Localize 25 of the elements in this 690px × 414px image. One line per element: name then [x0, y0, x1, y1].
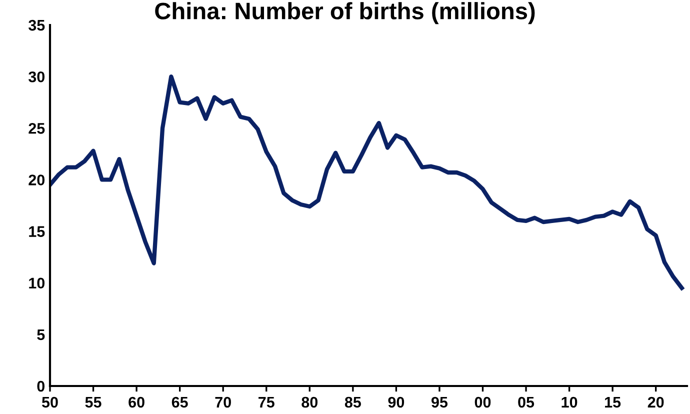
x-tick-label: 80	[302, 396, 318, 408]
x-tick-label: 75	[258, 396, 274, 408]
chart-title: China: Number of births (millions)	[155, 2, 535, 24]
y-tick-label: 20	[28, 174, 45, 186]
line-series	[50, 74, 684, 290]
x-tick-label: 00	[474, 396, 491, 408]
x-tick-label: 70	[215, 396, 231, 408]
x-tick-label: 05	[518, 396, 534, 408]
x-tick-label: 50	[42, 396, 58, 408]
x-tick-label: 85	[344, 396, 361, 408]
y-tick-label: 5	[37, 329, 45, 340]
y-tick-label: 10	[29, 278, 45, 289]
x-tick-label: 60	[128, 396, 144, 408]
x-tick-label: 65	[172, 396, 188, 408]
x-tick-label: 10	[562, 396, 578, 408]
y-tick-label: 25	[28, 123, 45, 134]
x-tick-label: 20	[648, 396, 664, 408]
y-tick-label: 15	[29, 226, 45, 237]
x-tick-label: 90	[388, 396, 404, 408]
y-tick-label: 30	[28, 71, 45, 82]
x-tick-label: 95	[432, 396, 448, 408]
x-tick-label: 55	[85, 396, 102, 408]
y-tick-label: 0	[37, 380, 45, 392]
y-tick-label: 35	[28, 20, 45, 31]
x-tick-label: 15	[605, 396, 621, 408]
